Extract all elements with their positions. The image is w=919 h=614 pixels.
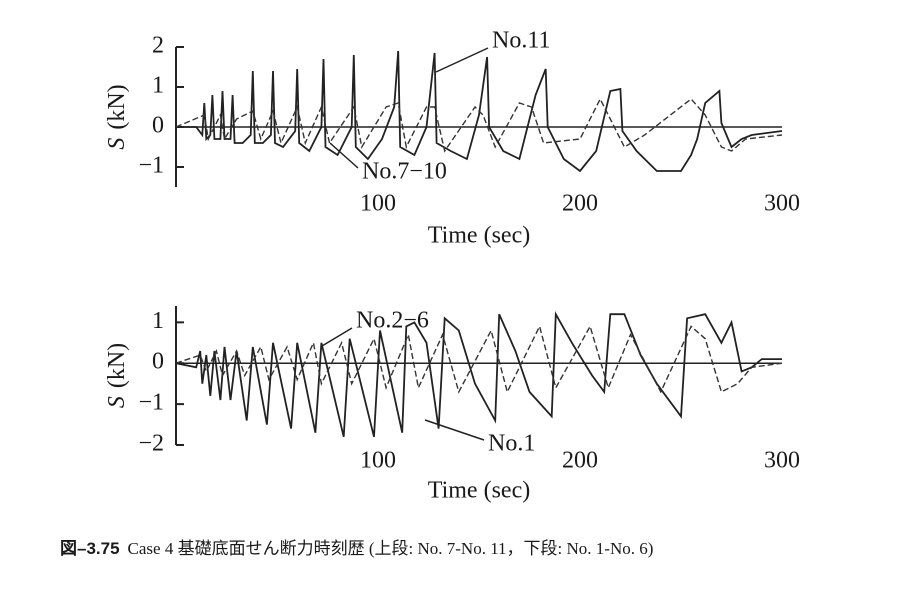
- x-tick-label: 100: [360, 191, 396, 217]
- caption-text: Case 4 基礎底面せん断力時刻歴 (上段: No. 7-No. 11，下段:…: [128, 539, 654, 558]
- x-tick-label: 200: [562, 191, 598, 217]
- y-tick-label: 1: [152, 73, 164, 99]
- y-tick-label: 0: [152, 349, 164, 375]
- y-tick-label: 1: [152, 308, 164, 334]
- annotation-leader: [329, 142, 359, 169]
- y-axis-unit: (kN): [104, 84, 130, 129]
- y-tick-label: −1: [138, 153, 164, 179]
- x-axis-label: Time (sec): [428, 223, 530, 249]
- x-tick-label: 300: [764, 448, 800, 474]
- y-tick-label: −1: [138, 390, 164, 416]
- y-tick-label: −2: [138, 431, 164, 457]
- caption: 図–3.75 Case 4 基礎底面せん断力時刻歴 (上段: No. 7-No. …: [60, 539, 653, 559]
- y-axis-symbol: S: [104, 396, 130, 408]
- series-line: [175, 97, 783, 153]
- y-tick-label: 0: [152, 113, 164, 139]
- series-annotation: No.11: [492, 28, 550, 54]
- x-tick-label: 300: [764, 191, 800, 217]
- x-axis-label: Time (sec): [428, 478, 530, 504]
- y-tick-label: 2: [152, 33, 164, 59]
- caption-number: 図–3.75: [60, 539, 120, 558]
- annotation-leader: [435, 47, 489, 73]
- y-axis-label: S (kN): [104, 84, 130, 149]
- series-line: [175, 310, 782, 438]
- y-axis-symbol: S: [104, 138, 130, 150]
- series-line: [175, 324, 783, 394]
- x-tick-label: 100: [360, 448, 396, 474]
- series-annotation: No.2−6: [356, 308, 429, 334]
- series-line: [176, 50, 783, 173]
- annotation-leader: [424, 419, 485, 441]
- series-annotation: No.7−10: [362, 159, 447, 185]
- x-tick-label: 200: [562, 448, 598, 474]
- y-axis-unit: (kN): [104, 343, 130, 388]
- y-axis-label: S (kN): [104, 343, 130, 408]
- series-annotation: No.1: [488, 431, 535, 457]
- annotation-leader: [321, 327, 353, 347]
